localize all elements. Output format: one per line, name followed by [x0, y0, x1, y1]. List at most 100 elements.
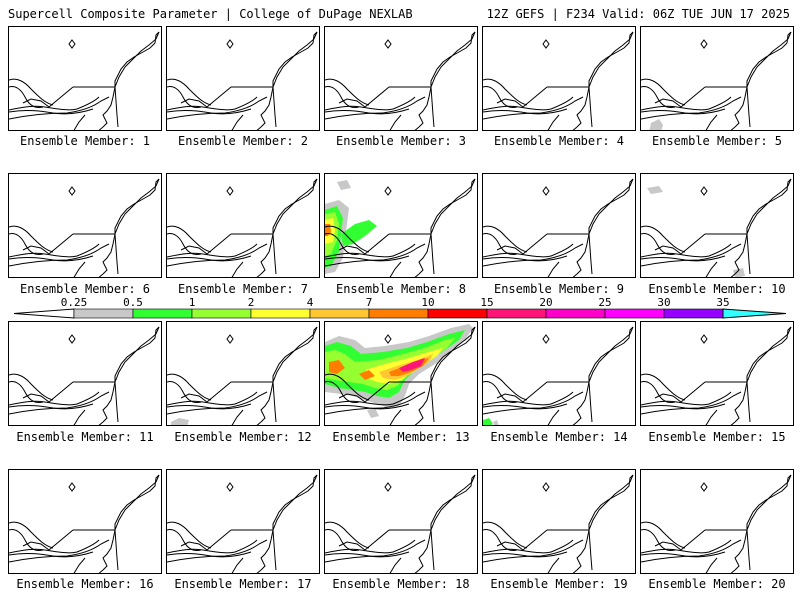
map-boundary-line	[483, 243, 584, 267]
map-boundary-line	[9, 551, 94, 558]
map-boundary-line	[102, 178, 160, 275]
map-boundary-line	[572, 126, 578, 130]
island-marker	[384, 39, 392, 49]
map-boundary-line	[167, 539, 258, 554]
colorbar-segment	[132, 308, 193, 319]
ensemble-member-map[interactable]	[482, 26, 636, 131]
member-caption: Ensemble Member: 19	[490, 577, 628, 591]
map-boundary-line	[483, 391, 574, 406]
map-boundary-line	[325, 529, 360, 551]
map-boundary-line	[114, 529, 119, 571]
map-boundary-line	[705, 261, 718, 277]
map-boundary-line	[588, 233, 593, 275]
map-boundary-line	[231, 557, 244, 573]
map-boundary-line	[418, 474, 476, 571]
map-boundary-line	[547, 261, 560, 277]
scp-contour-fill	[359, 370, 375, 380]
map-boundary-line	[325, 78, 370, 106]
ensemble-member-map[interactable]	[324, 173, 478, 278]
member-map-svg	[641, 326, 792, 425]
colorbar-segment	[604, 308, 665, 319]
ensemble-member-map[interactable]	[640, 469, 794, 574]
map-boundary-line	[522, 529, 548, 551]
map-boundary-line	[325, 381, 360, 403]
map-boundary-line	[231, 409, 244, 425]
colorbar-segment	[486, 308, 547, 319]
scp-contour-fill	[493, 420, 499, 425]
ensemble-member-map[interactable]	[482, 469, 636, 574]
map-boundary-line	[9, 539, 100, 554]
map-boundary-line	[180, 393, 208, 403]
colorbar-tick-label: 0.25	[61, 296, 88, 309]
island-marker	[226, 39, 234, 49]
title-right: 12Z GEFS | F234 Valid: 06Z TUE JUN 17 20…	[486, 7, 790, 21]
scp-contour-fill	[649, 119, 663, 130]
ensemble-member-map[interactable]	[482, 173, 636, 278]
member-map-svg	[325, 31, 476, 130]
island-marker	[68, 39, 76, 49]
map-boundary-line	[483, 255, 568, 262]
map-boundary-line	[734, 474, 792, 571]
map-boundary-line	[483, 96, 574, 111]
map-boundary-line	[483, 391, 584, 415]
ensemble-member-map[interactable]	[324, 321, 478, 426]
map-boundary-line	[430, 529, 435, 571]
member-caption: Ensemble Member: 20	[648, 577, 786, 591]
map-boundary-line	[325, 255, 410, 262]
colorbar-tick-label: 1	[189, 296, 196, 309]
map-boundary-line	[641, 529, 676, 551]
ensemble-member-map[interactable]	[166, 469, 320, 574]
map-boundary-line	[167, 108, 252, 115]
member-caption: Ensemble Member: 6	[19, 282, 151, 296]
map-boundary-line	[9, 78, 54, 106]
map-boundary-line	[641, 255, 726, 262]
colorbar-tick-label: 4	[307, 296, 314, 309]
map-boundary-line	[364, 381, 390, 403]
map-boundary-line	[9, 255, 94, 262]
colorbar-segment	[427, 308, 488, 319]
map-boundary-line	[48, 233, 74, 255]
map-boundary-line	[73, 557, 86, 573]
colorbar-segment	[545, 308, 606, 319]
map-boundary-line	[572, 421, 578, 425]
colorbar-tick-label: 2	[248, 296, 255, 309]
map-boundary-line	[705, 409, 718, 425]
map-boundary-line	[167, 521, 212, 549]
ensemble-member-map[interactable]	[640, 173, 794, 278]
ensemble-member-map[interactable]	[324, 26, 478, 131]
map-boundary-line	[746, 233, 751, 275]
ensemble-member-map[interactable]	[166, 321, 320, 426]
ensemble-member-map[interactable]	[640, 26, 794, 131]
ensemble-member-map[interactable]	[8, 26, 162, 131]
colorbar-tick-label: 20	[539, 296, 552, 309]
map-boundary-line	[22, 541, 50, 551]
member-map-svg	[167, 31, 318, 130]
map-boundary-line	[641, 108, 726, 115]
ensemble-member-map[interactable]	[166, 26, 320, 131]
ensemble-member-map[interactable]	[8, 321, 162, 426]
ensemble-member-map[interactable]	[482, 321, 636, 426]
ensemble-member-map[interactable]	[640, 321, 794, 426]
map-boundary-line	[496, 98, 524, 108]
map-boundary-line	[414, 126, 420, 130]
map-boundary-line	[641, 381, 676, 403]
map-boundary-line	[414, 273, 420, 277]
map-boundary-line	[206, 381, 232, 403]
member-caption: Ensemble Member: 9	[493, 282, 625, 296]
map-boundary-line	[73, 474, 160, 531]
scp-contour-fill	[647, 186, 663, 194]
ensemble-member-map[interactable]	[324, 469, 478, 574]
member-map-svg	[483, 178, 634, 277]
island-marker	[700, 186, 708, 196]
ensemble-member-map[interactable]	[8, 469, 162, 574]
map-boundary-line	[418, 31, 476, 128]
map-boundary-line	[641, 96, 732, 111]
map-boundary-line	[231, 474, 318, 531]
map-boundary-line	[730, 126, 736, 130]
scp-contour-fill	[367, 408, 379, 418]
map-boundary-line	[22, 98, 50, 108]
ensemble-member-map[interactable]	[166, 173, 320, 278]
member-map-svg	[9, 31, 160, 130]
ensemble-member-map[interactable]	[8, 173, 162, 278]
map-boundary-line	[9, 391, 110, 415]
